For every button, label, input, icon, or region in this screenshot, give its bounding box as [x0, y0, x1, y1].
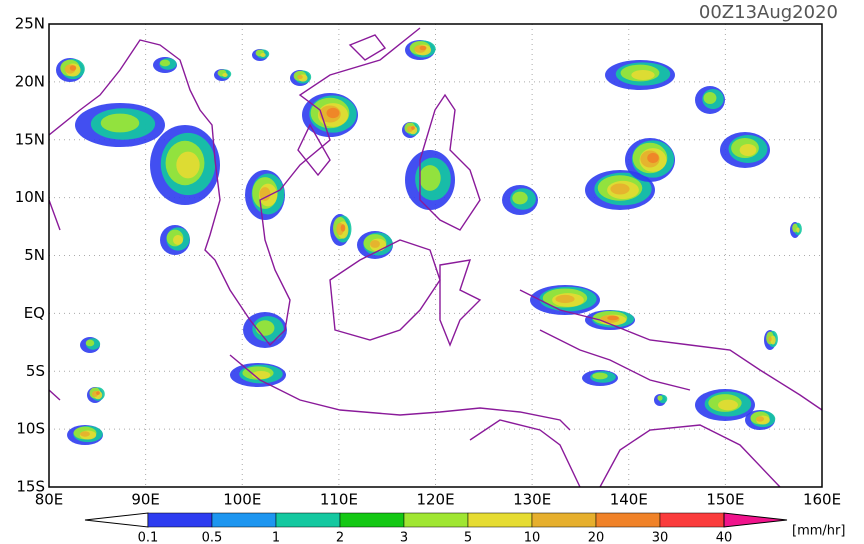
rain-cell [768, 336, 772, 342]
rain-cell [411, 126, 415, 130]
rain-cell [647, 152, 659, 164]
rain-cell [222, 73, 228, 77]
colorbar-segment [531, 512, 597, 528]
lat-label: 10N [15, 188, 45, 206]
rain-cell [739, 144, 757, 156]
rain-cell [326, 107, 340, 119]
coastline [439, 259, 482, 347]
colorbar-segment [403, 512, 469, 528]
rain-cell [370, 240, 380, 248]
colorbar-label: 2 [336, 531, 344, 544]
coastline [49, 27, 421, 347]
colorbar-label: 5 [464, 531, 472, 544]
coastline [419, 93, 481, 231]
lat-label: 25N [15, 15, 45, 33]
rain-cell [770, 335, 776, 345]
colorbar-label: 40 [716, 531, 733, 544]
colorbar-label: 20 [588, 531, 605, 544]
rain-cell [631, 70, 655, 80]
map-frame [48, 23, 823, 488]
lat-label: 15N [15, 130, 45, 148]
colorbar-segment [211, 512, 277, 528]
colorbar-segment [147, 512, 213, 528]
lat-label: EQ [24, 304, 45, 322]
lon-label: 160E [803, 491, 841, 509]
lon-label: 80E [35, 491, 64, 509]
colorbar-label: 0.5 [202, 531, 223, 544]
colorbar-under [84, 512, 149, 528]
rain-cell [173, 235, 183, 245]
lat-label: 5N [24, 246, 45, 264]
colorbar-segment [659, 512, 725, 528]
colorbar-segment [467, 512, 533, 528]
rain-cell [718, 399, 738, 411]
rain-cell [796, 227, 800, 233]
rain-cell [419, 165, 441, 191]
colorbar-segment [595, 512, 661, 528]
rain-cell [176, 151, 200, 179]
colorbar-over [723, 512, 788, 528]
rain-cell [159, 59, 171, 67]
rain-cell [607, 315, 619, 321]
coastline [49, 34, 387, 401]
rain-cell [297, 74, 303, 80]
rain-cell [592, 372, 608, 380]
rain-cell [255, 320, 275, 336]
coastlines [49, 27, 822, 487]
colorbar-label: 1 [272, 531, 280, 544]
rain-cell [96, 391, 100, 395]
lat-label: 20N [15, 72, 45, 90]
rain-cell [512, 191, 528, 205]
colorbar-label: 3 [400, 531, 408, 544]
rain-cell [260, 53, 266, 57]
lat-label: 15S [16, 478, 45, 496]
coastline [469, 419, 781, 487]
colorbar-segment [275, 512, 341, 528]
lon-label: 110E [320, 491, 358, 509]
lat-label: 5S [26, 362, 45, 380]
lon-label: 100E [223, 491, 261, 509]
colorbar-label: 30 [652, 531, 669, 544]
title: 00Z13Aug2020 [699, 2, 838, 23]
colorbar-label: 10 [524, 531, 541, 544]
lon-label: 150E [706, 491, 744, 509]
rain-cell [419, 45, 427, 51]
lon-label: 120E [416, 491, 454, 509]
rain-cell [657, 395, 663, 401]
coastline [229, 354, 571, 431]
lat-label: 10S [16, 420, 45, 438]
colorbar-unit: [mm/hr] [792, 524, 845, 539]
colorbar-label: 0.1 [138, 531, 159, 544]
precipitation [56, 40, 802, 445]
rain-cell [340, 224, 346, 232]
rain-cell [100, 113, 140, 133]
rain-cell [755, 416, 765, 422]
rain-cell [259, 187, 271, 201]
colorbar: 0.1 0.5 1 2 3 5 10 20 30 40 [84, 512, 788, 544]
rain-cell [610, 183, 630, 195]
colorbar-segment [339, 512, 405, 528]
rain-cell [69, 65, 77, 71]
lon-label: 90E [131, 491, 160, 509]
rain-cell [80, 431, 90, 437]
rain-cell [703, 92, 717, 104]
coastline [519, 289, 822, 411]
rain-cell [555, 294, 575, 304]
rain-cell [85, 339, 95, 347]
lon-label: 140E [610, 491, 648, 509]
lon-label: 130E [513, 491, 551, 509]
coastline [329, 239, 441, 341]
